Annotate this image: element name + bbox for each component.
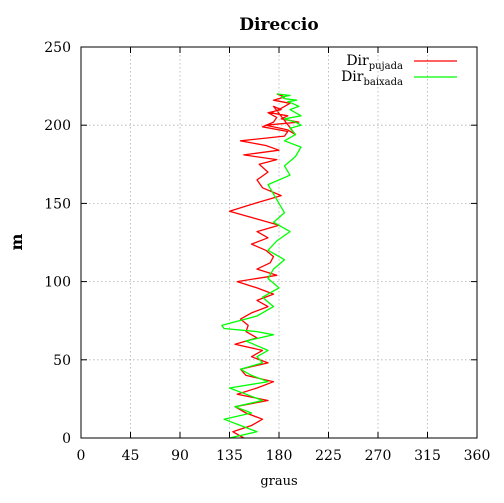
axis-ticks: 0 45 90 135 180 225 270 315 360 0 50 100 150 200 250	[44, 40, 490, 464]
x-tick-label: 270	[365, 448, 392, 464]
legend-name-1: Dir	[341, 69, 364, 85]
series-line-baixada	[221, 93, 302, 439]
x-tick-label: 45	[122, 448, 140, 464]
legend-sub-1: baixada	[363, 77, 403, 88]
y-tick-label: 250	[44, 40, 71, 56]
chart-title: Direccio	[239, 15, 318, 35]
y-tick-label: 200	[44, 118, 71, 134]
y-tick-label: 100	[44, 275, 71, 291]
y-tick-label: 0	[62, 431, 71, 447]
x-tick-label: 360	[464, 448, 491, 464]
series-group	[221, 93, 302, 439]
x-tick-label: 180	[266, 448, 293, 464]
grid	[81, 47, 477, 438]
y-tick-label: 50	[53, 353, 71, 369]
x-tick-label: 225	[315, 448, 342, 464]
legend-name-0: Dir	[346, 53, 369, 69]
legend-sub-0: pujada	[369, 61, 403, 72]
y-axis-label: m	[7, 233, 26, 250]
legend-label-1: Dirbaixada	[341, 69, 403, 88]
x-axis-label: graus	[260, 474, 297, 489]
y-tick-label: 150	[44, 196, 71, 212]
plot-frame	[80, 46, 478, 439]
x-tick-label: 315	[414, 448, 441, 464]
legend-label-0: Dirpujada	[346, 53, 403, 72]
x-tick-label: 90	[171, 448, 189, 464]
series-line-pujada	[228, 93, 300, 439]
x-tick-label: 135	[216, 448, 243, 464]
legend: Dirpujada Dirbaixada	[341, 53, 457, 88]
x-tick-label: 0	[77, 448, 86, 464]
